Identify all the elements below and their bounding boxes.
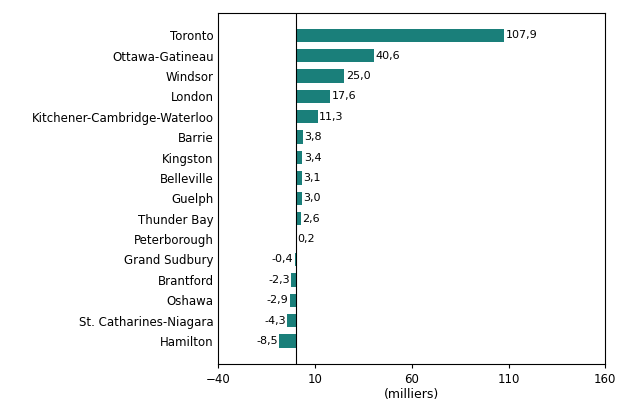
Bar — [296, 171, 302, 184]
Text: 2,6: 2,6 — [303, 214, 320, 224]
Text: 40,6: 40,6 — [376, 51, 401, 61]
Text: 25,0: 25,0 — [346, 71, 370, 81]
Bar — [296, 90, 330, 103]
Bar — [280, 334, 296, 348]
Bar — [296, 212, 301, 225]
Text: -0,4: -0,4 — [272, 255, 293, 265]
Bar — [296, 192, 301, 205]
Text: 11,3: 11,3 — [319, 112, 344, 122]
Text: 3,0: 3,0 — [303, 193, 321, 203]
Text: -4,3: -4,3 — [265, 316, 286, 326]
Text: 3,4: 3,4 — [304, 153, 321, 163]
Text: 0,2: 0,2 — [298, 234, 315, 244]
X-axis label: (milliers): (milliers) — [384, 388, 439, 401]
Bar — [296, 110, 318, 123]
Text: -8,5: -8,5 — [256, 336, 278, 346]
Bar — [296, 69, 344, 82]
Text: 107,9: 107,9 — [506, 30, 538, 40]
Text: 17,6: 17,6 — [331, 91, 356, 101]
Text: 3,1: 3,1 — [303, 173, 321, 183]
Bar — [296, 130, 303, 144]
Text: 3,8: 3,8 — [305, 132, 323, 142]
Bar — [295, 253, 296, 266]
Text: -2,3: -2,3 — [268, 275, 290, 285]
Bar — [296, 49, 374, 62]
Bar — [290, 294, 296, 307]
Bar — [288, 314, 296, 327]
Bar — [296, 151, 303, 164]
Bar — [296, 28, 504, 42]
Text: -2,9: -2,9 — [267, 295, 289, 305]
Bar — [291, 273, 296, 286]
